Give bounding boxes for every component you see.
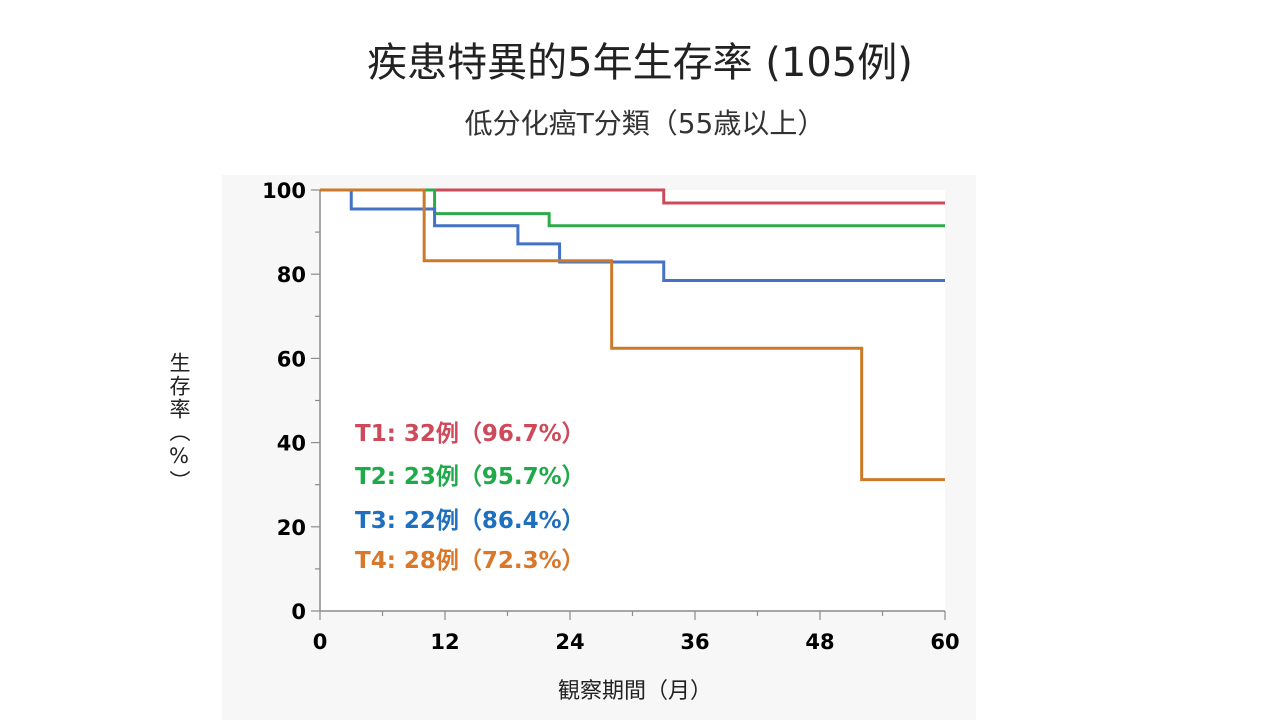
x-tick-label: 0 (313, 630, 328, 654)
x-tick-label: 24 (555, 630, 584, 654)
y-tick-label: 100 (262, 179, 306, 203)
legend-label-t2: T2: 23例（95.7%） (355, 463, 585, 490)
y-tick-label: 0 (291, 600, 306, 624)
legend: T1: 32例（96.7%） T2: 23例（95.7%） T3: 22例（86.4… (355, 420, 585, 574)
legend-label-t4: T4: 28例（72.3%） (355, 547, 585, 574)
y-tick-label: 60 (277, 347, 306, 371)
legend-label-t3: T3: 22例（86.4%） (355, 507, 585, 534)
y-tick-label: 80 (277, 263, 306, 287)
survival-line-t4 (320, 188, 945, 482)
survival-line-t1 (320, 188, 945, 205)
x-tick-label: 48 (805, 630, 834, 654)
y-tick-label: 40 (277, 432, 306, 456)
legend-label-t1: T1: 32例（96.7%） (355, 420, 585, 447)
survival-line-t3 (320, 188, 945, 283)
x-axis-title: 観察期間（月） (557, 679, 712, 704)
x-tick-label: 36 (680, 630, 709, 654)
slide-subtitle: 低分化癌T分類（55歳以上） (464, 107, 826, 140)
x-tick-label: 12 (430, 630, 459, 654)
slide-title: 疾患特異的5年生存率 (105例) (367, 40, 913, 86)
survival-lines (320, 188, 945, 482)
y-tick-label: 20 (277, 516, 306, 540)
x-tick-label: 60 (930, 630, 959, 654)
y-axis-title: 生存率（%） (167, 352, 191, 493)
axes: 0 20 40 60 80 100 0 12 24 36 48 60 (262, 179, 959, 654)
